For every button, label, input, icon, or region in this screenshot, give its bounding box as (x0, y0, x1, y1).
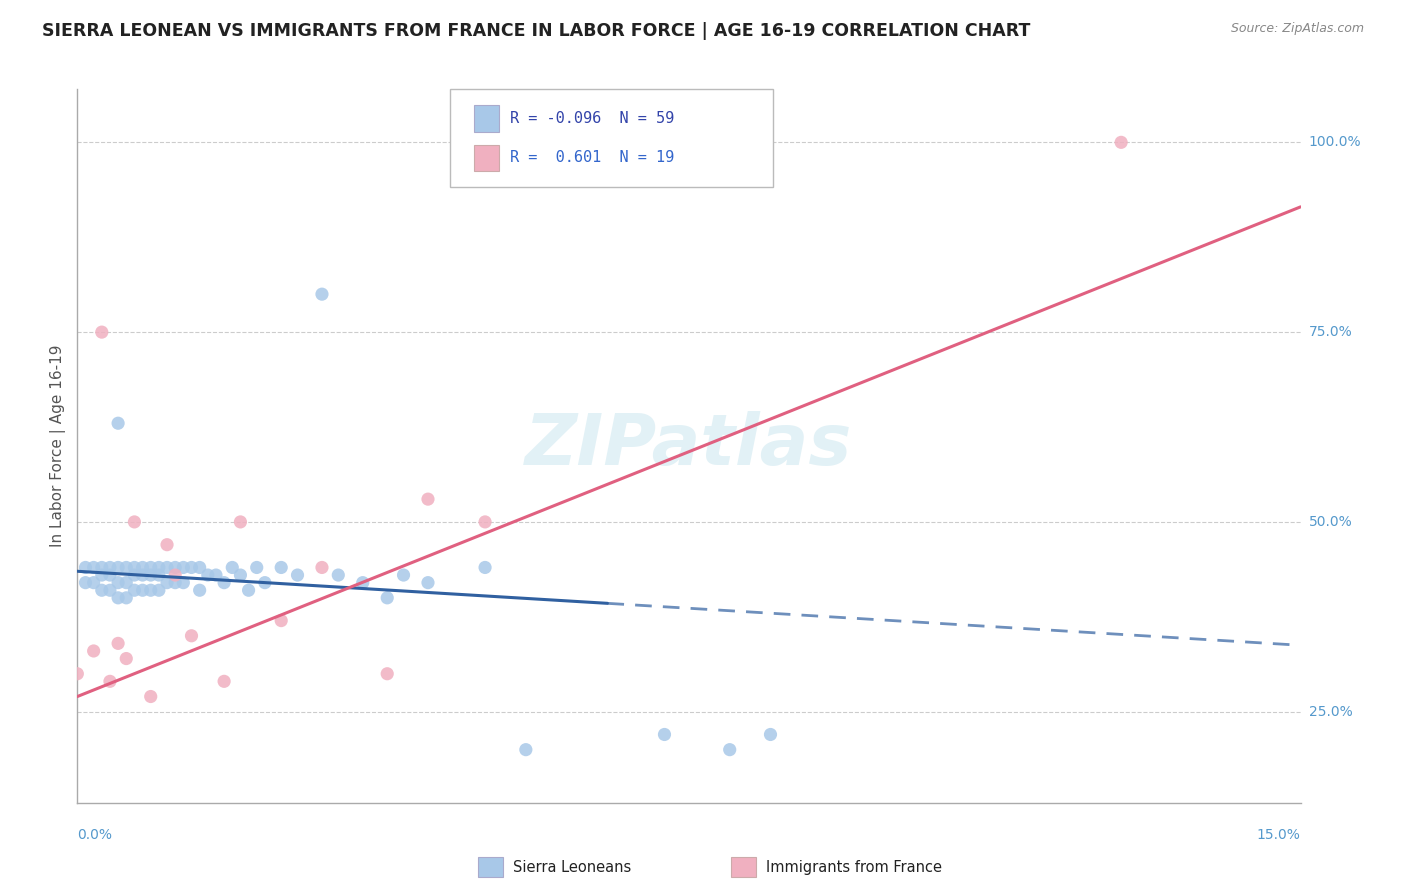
Point (115, 651, 138, 665)
Point (718, 742, 741, 756)
Point (83, 644, 105, 658)
Point (124, 560, 146, 574)
Point (148, 568, 170, 582)
Point (311, 287, 333, 301)
Point (188, 583, 211, 598)
Text: 0.0%: 0.0% (77, 828, 112, 842)
Point (98, 674, 121, 689)
Point (416, 575, 439, 590)
Point (759, 727, 782, 741)
Y-axis label: In Labor Force | Age 16-19: In Labor Force | Age 16-19 (51, 344, 66, 548)
Text: 50.0%: 50.0% (1309, 515, 1353, 529)
Point (352, 575, 374, 590)
Point (156, 575, 179, 590)
Point (172, 560, 194, 574)
Point (83, 575, 105, 590)
Point (115, 560, 138, 574)
Point (124, 568, 146, 582)
Point (392, 568, 415, 582)
Text: 25.0%: 25.0% (1309, 705, 1353, 719)
Point (148, 583, 170, 598)
Point (197, 568, 219, 582)
Text: Source: ZipAtlas.com: Source: ZipAtlas.com (1230, 22, 1364, 36)
Point (375, 591, 398, 605)
Text: Immigrants from France: Immigrants from France (766, 860, 942, 874)
Point (246, 560, 269, 574)
Point (107, 591, 129, 605)
Point (180, 629, 202, 643)
Point (107, 636, 129, 650)
Point (229, 568, 252, 582)
Point (270, 560, 292, 574)
Point (253, 575, 276, 590)
Point (156, 538, 179, 552)
Point (131, 583, 153, 598)
Text: Sierra Leoneans: Sierra Leoneans (513, 860, 631, 874)
Point (124, 515, 146, 529)
Point (115, 575, 138, 590)
Point (148, 560, 170, 574)
Text: R = -0.096  N = 59: R = -0.096 N = 59 (510, 112, 675, 126)
Point (83, 560, 105, 574)
Point (212, 575, 235, 590)
Point (375, 666, 398, 681)
Text: R =  0.601  N = 19: R = 0.601 N = 19 (510, 151, 675, 165)
Point (270, 614, 292, 628)
Point (90, 325, 112, 339)
Point (139, 690, 162, 704)
Point (172, 575, 194, 590)
Point (139, 568, 162, 582)
Point (205, 568, 228, 582)
Point (98, 568, 121, 582)
Point (416, 492, 439, 507)
Point (66, 666, 89, 681)
Point (188, 560, 211, 574)
Point (654, 727, 676, 741)
Point (287, 568, 309, 582)
Point (311, 560, 333, 574)
Point (238, 583, 260, 598)
Text: 100.0%: 100.0% (1309, 136, 1361, 149)
Point (165, 568, 187, 582)
Point (156, 560, 179, 574)
Text: ZIPatlas: ZIPatlas (526, 411, 852, 481)
Point (107, 416, 129, 430)
Point (75, 560, 97, 574)
Point (124, 583, 146, 598)
Point (107, 575, 129, 590)
Point (1109, 136, 1132, 150)
Text: 15.0%: 15.0% (1257, 828, 1301, 842)
Point (98, 560, 121, 574)
Point (474, 560, 496, 574)
Point (221, 560, 243, 574)
Point (131, 560, 153, 574)
Point (90, 560, 112, 574)
Point (115, 591, 138, 605)
Point (90, 583, 112, 598)
Point (229, 515, 252, 529)
Point (165, 560, 187, 574)
Text: 75.0%: 75.0% (1309, 325, 1353, 339)
Text: SIERRA LEONEAN VS IMMIGRANTS FROM FRANCE IN LABOR FORCE | AGE 16-19 CORRELATION : SIERRA LEONEAN VS IMMIGRANTS FROM FRANCE… (42, 22, 1031, 40)
Point (328, 568, 350, 582)
Point (131, 568, 153, 582)
Point (139, 560, 162, 574)
Point (107, 560, 129, 574)
Point (139, 583, 162, 598)
Point (474, 515, 496, 529)
Point (75, 575, 97, 590)
Point (98, 583, 121, 598)
Point (180, 560, 202, 574)
Point (212, 674, 235, 689)
Point (515, 742, 537, 756)
Point (90, 568, 112, 582)
Point (165, 575, 187, 590)
